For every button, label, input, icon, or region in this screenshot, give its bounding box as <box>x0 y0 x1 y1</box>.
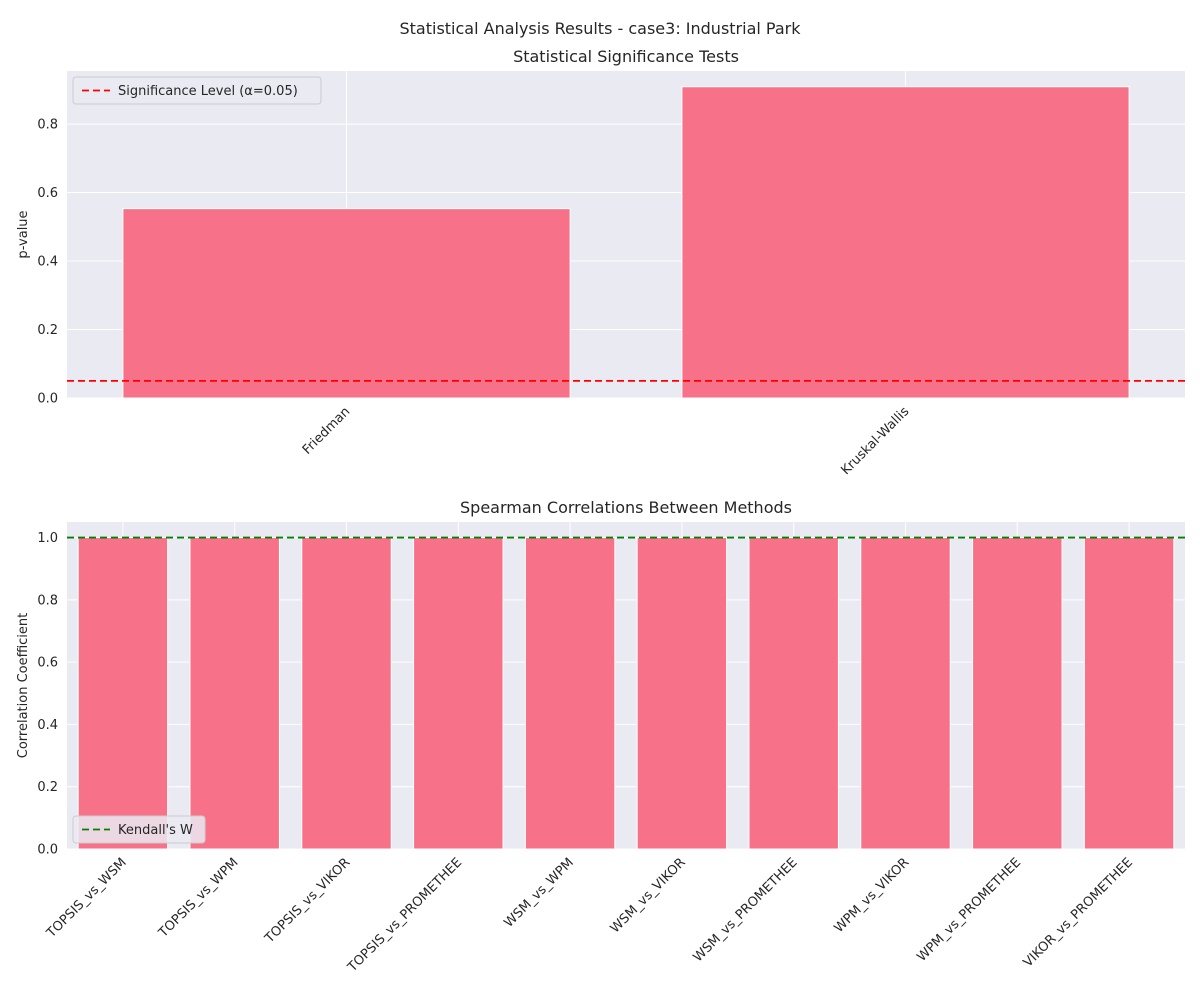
y-tick-label: 1.0 <box>37 531 58 546</box>
bar <box>413 537 504 850</box>
bar <box>748 537 839 850</box>
bar <box>1083 537 1175 850</box>
bar <box>524 537 616 850</box>
bar <box>189 537 280 850</box>
bar <box>636 537 728 850</box>
y-tick-label: 0.0 <box>37 843 58 858</box>
legend-box <box>72 76 322 105</box>
bar <box>77 537 169 850</box>
legend: Significance Level (α=0.05) <box>72 76 322 105</box>
bar <box>301 537 392 850</box>
legend-label: Significance Level (α=0.05) <box>118 84 298 99</box>
bar <box>122 208 571 399</box>
bar <box>681 86 1130 399</box>
y-tick-label: 0.0 <box>37 392 58 407</box>
y-tick-label: 0.4 <box>37 718 58 733</box>
legend: Kendall's W <box>72 815 206 844</box>
y-tick-label: 0.6 <box>37 186 58 201</box>
chart-title: Spearman Correlations Between Methods <box>460 498 792 517</box>
y-axis-label: p-value <box>16 210 31 258</box>
chart-title: Statistical Significance Tests <box>513 47 739 66</box>
bar <box>972 537 1063 850</box>
legend-label: Kendall's W <box>118 823 193 838</box>
y-tick-label: 0.2 <box>37 780 58 795</box>
legend-box <box>72 815 206 844</box>
bar <box>860 537 951 850</box>
figure-suptitle: Statistical Analysis Results - case3: In… <box>399 19 801 38</box>
y-tick-label: 0.2 <box>37 323 58 338</box>
y-axis-label: Correlation Coefficient <box>16 613 31 759</box>
y-tick-label: 0.4 <box>37 255 58 270</box>
y-tick-label: 0.6 <box>37 656 58 671</box>
y-tick-label: 0.8 <box>37 593 58 608</box>
y-tick-label: 0.8 <box>37 118 58 133</box>
